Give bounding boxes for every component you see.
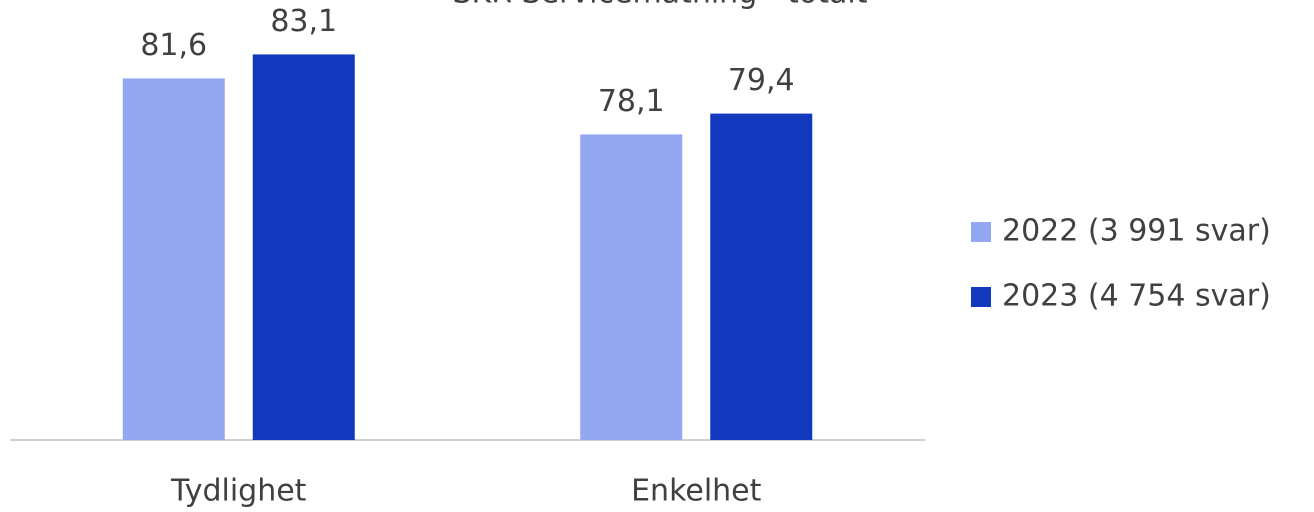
bar [580, 134, 683, 440]
legend-swatch [971, 222, 991, 242]
legend-label: 2022 (3 991 svar) [1002, 214, 1271, 249]
data-label: 78,1 [598, 84, 665, 119]
legend-swatch [971, 287, 991, 307]
chart-title: SKR Servicemätning - totalt [452, 0, 867, 11]
x-tick-label: Tydlighet [170, 474, 307, 509]
data-label: 83,1 [270, 4, 337, 39]
data-label: 79,4 [728, 63, 795, 98]
legend-label: 2023 (4 754 svar) [1002, 279, 1271, 314]
data-label: 81,6 [140, 28, 207, 63]
x-tick-label: Enkelhet [631, 474, 762, 509]
bar [122, 78, 225, 441]
bar [252, 54, 355, 441]
bar [710, 113, 813, 440]
